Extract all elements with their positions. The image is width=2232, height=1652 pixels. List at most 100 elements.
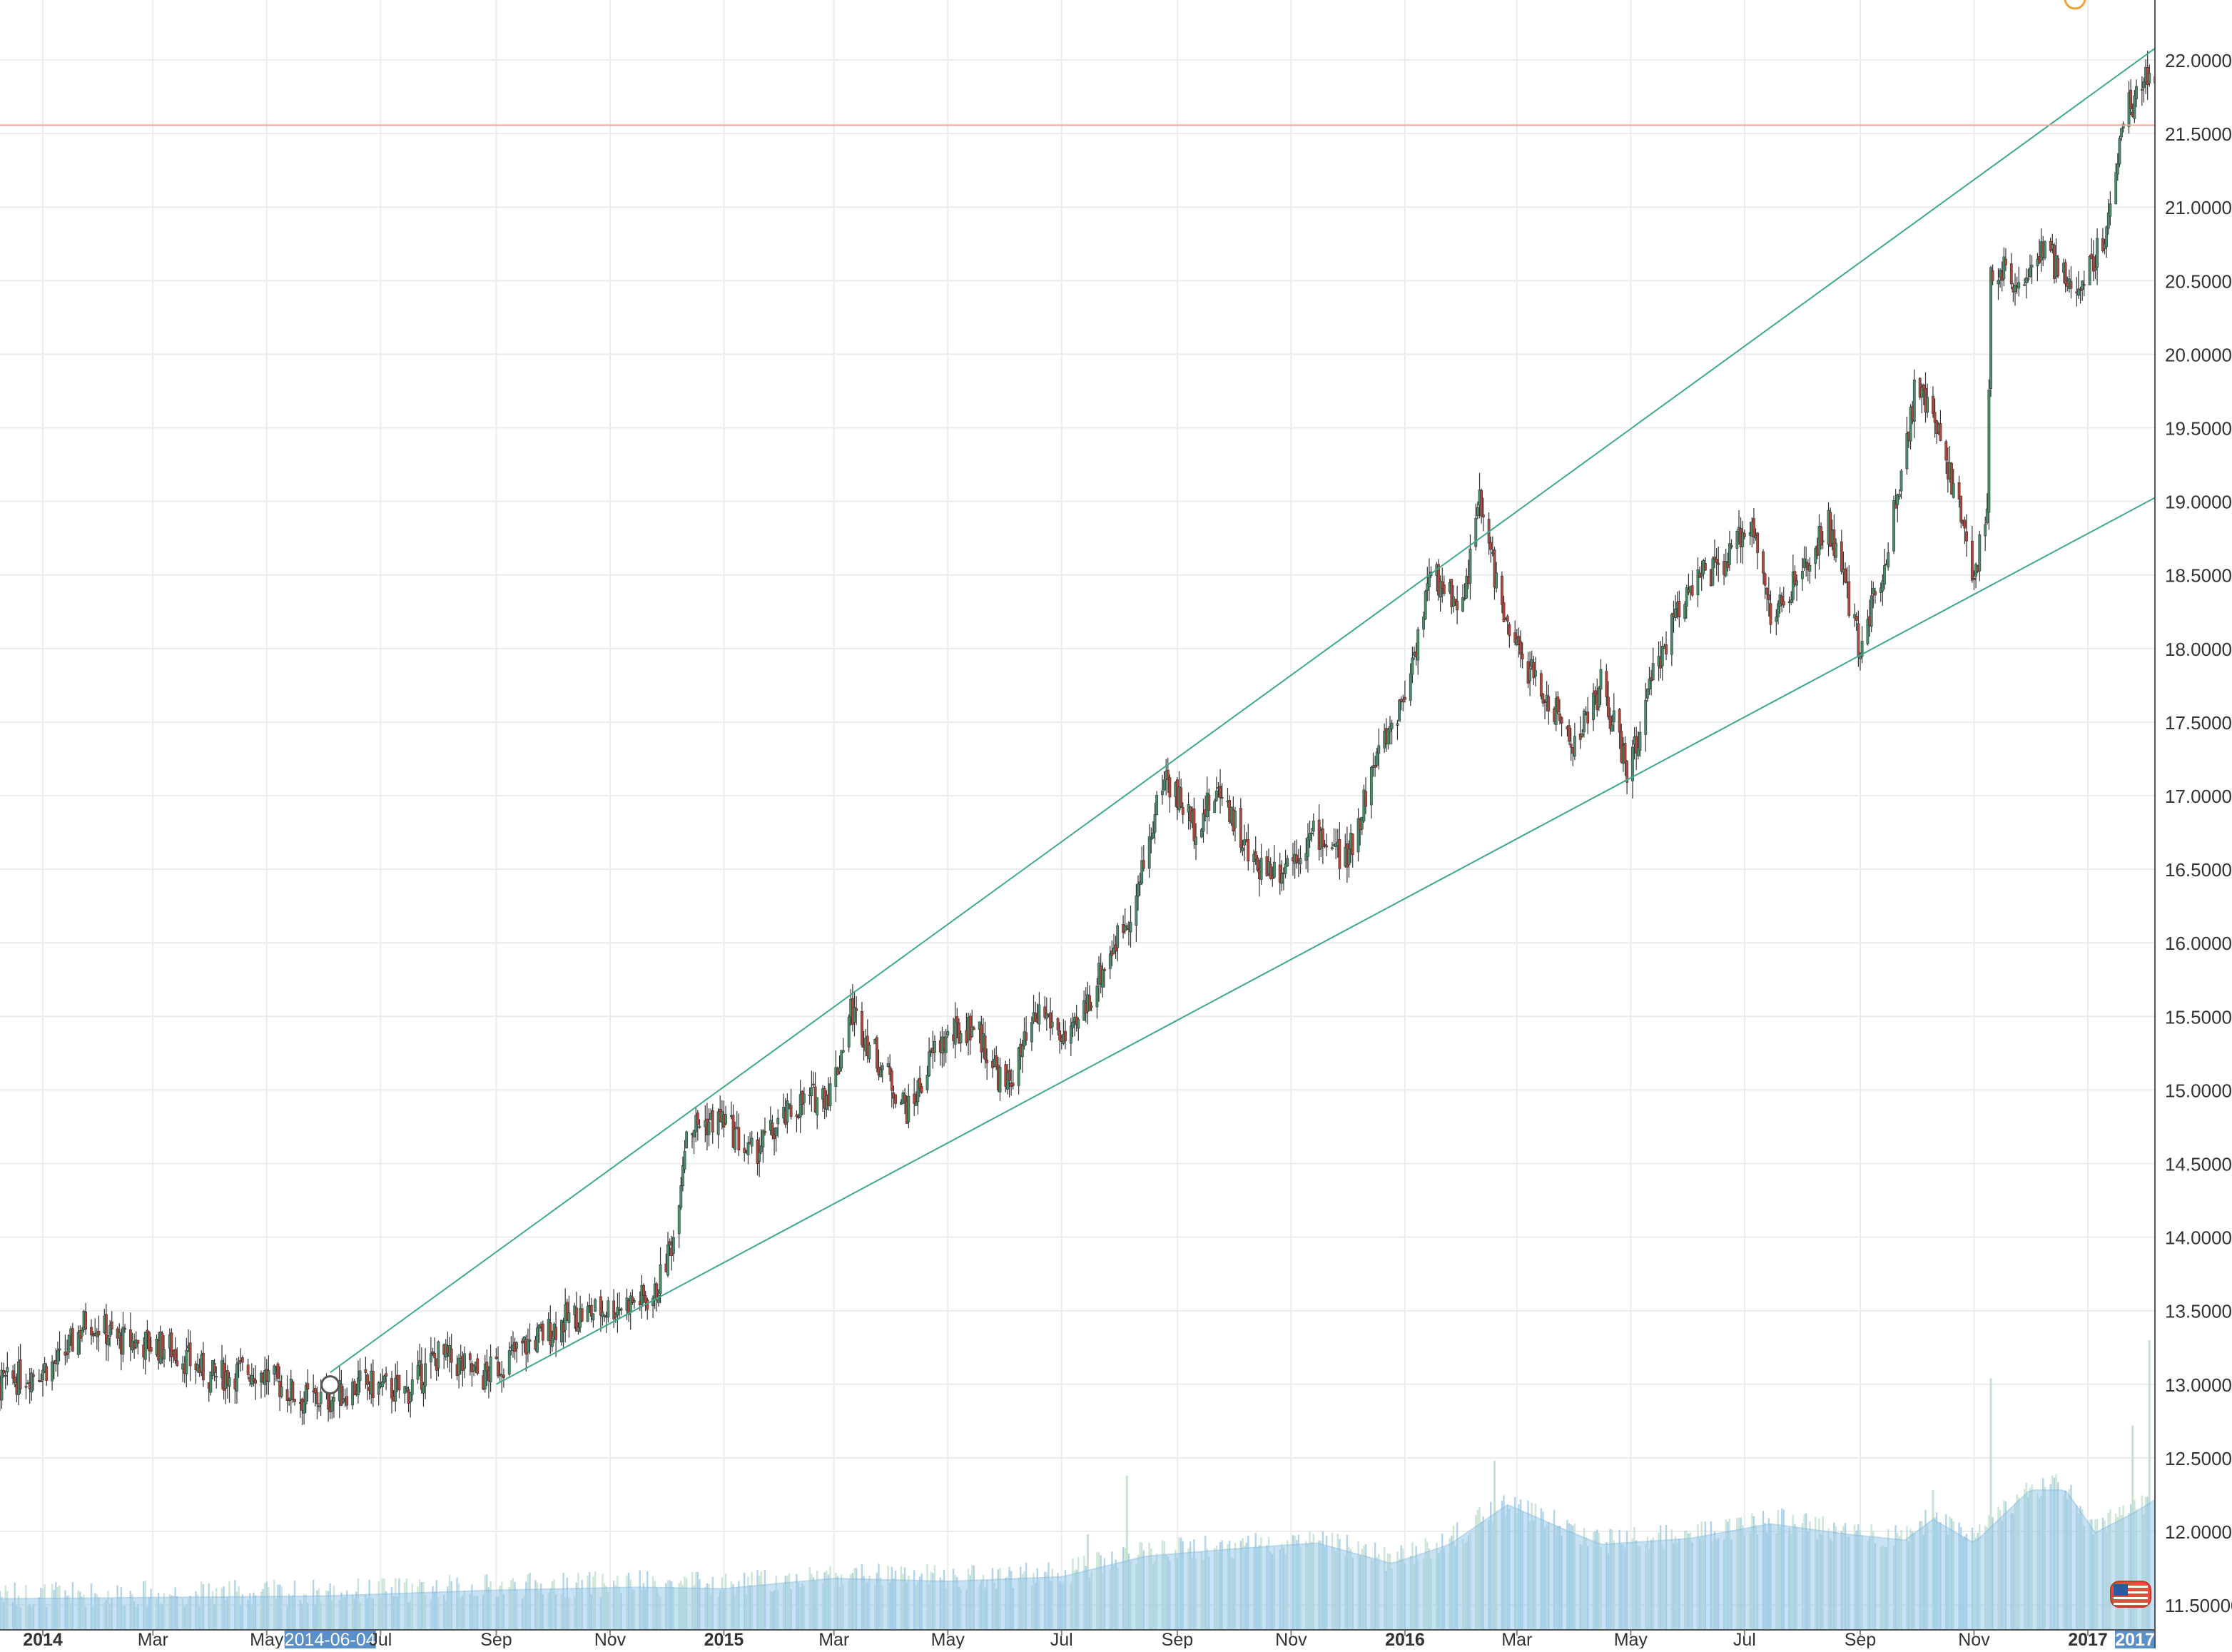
candle-body [812, 1083, 815, 1085]
candle-body [291, 1381, 295, 1400]
candle-body [1612, 710, 1615, 722]
candle-body [1476, 507, 1479, 517]
candle-body [1847, 581, 1851, 616]
y-tick-label: 14.00000 [2165, 1227, 2232, 1249]
candle-body [1625, 761, 1629, 783]
candle-body [161, 1332, 164, 1359]
crosshair-date-label [284, 1630, 376, 1648]
candle-body [1135, 896, 1138, 926]
candle-body [382, 1375, 386, 1383]
candle-body [734, 1129, 737, 1150]
trend-channel[interactable] [330, 33, 2176, 1385]
candle-body [2129, 89, 2133, 110]
candle-body [1583, 711, 1586, 732]
candle-body [683, 1150, 686, 1170]
candle-body [213, 1363, 216, 1373]
candle-body [1519, 641, 1522, 655]
candles [0, 50, 2177, 1425]
candle-body [71, 1328, 74, 1352]
candle-body [594, 1299, 597, 1312]
candle-body [416, 1365, 420, 1380]
candle-body [1832, 529, 1836, 557]
channel-line-upper[interactable] [330, 33, 2176, 1374]
channel-line-lower[interactable] [495, 486, 2176, 1385]
candle-body [315, 1392, 319, 1404]
candle-body [1690, 585, 1694, 596]
candle-body [550, 1337, 554, 1347]
candle-body [2091, 256, 2095, 272]
candle-body [342, 1399, 345, 1403]
candle-body [252, 1378, 255, 1382]
candle-body [1220, 797, 1224, 799]
candle-body [1985, 508, 1989, 524]
candle-body [685, 1131, 689, 1149]
candle-body [616, 1307, 619, 1316]
candle-body [601, 1312, 604, 1317]
candle-body [136, 1339, 140, 1344]
candle-body [494, 1357, 498, 1359]
candle-body [816, 1097, 819, 1115]
candle-body [1155, 795, 1159, 816]
candle-body [1401, 700, 1405, 703]
candle-body [1323, 843, 1326, 846]
x-tick-label: Mar [1501, 1630, 1532, 1648]
indicator-icon[interactable] [2064, 0, 2086, 10]
candle-body [773, 1134, 776, 1140]
y-tick-label: 21.00000 [2165, 197, 2232, 218]
candle-body [377, 1382, 380, 1395]
candle-body [1950, 463, 1954, 495]
y-tick-label: 18.50000 [2165, 565, 2232, 587]
candle-body [953, 1018, 957, 1045]
candle-body [1610, 724, 1614, 731]
candle-body [599, 1296, 602, 1316]
candle-body [1025, 1032, 1028, 1041]
candle-body [450, 1348, 453, 1363]
candle-body [1769, 603, 1772, 625]
candle-body [1887, 552, 1890, 568]
x-tick-label: May [1614, 1630, 1648, 1648]
candle-body [1683, 604, 1687, 619]
candle-body [288, 1399, 291, 1402]
candle-body [1386, 729, 1390, 745]
candle-body [847, 1016, 851, 1048]
candle-body [855, 1008, 858, 1011]
candle-body [1199, 829, 1203, 838]
us-flag-icon[interactable] [2110, 1581, 2151, 1608]
candle-body [1872, 588, 1875, 594]
candle-body [1670, 614, 1673, 655]
candle-body [1780, 595, 1784, 604]
candle-body [97, 1331, 101, 1336]
candle-body [1307, 837, 1309, 857]
candle-body [1894, 503, 1897, 509]
candle-body [1870, 595, 1873, 627]
candle-body [1399, 699, 1403, 702]
candle-body [764, 1130, 766, 1133]
candle-body [418, 1360, 422, 1367]
crosshair-anchor[interactable] [320, 1375, 340, 1395]
candle-body [39, 1380, 43, 1382]
candle-body [293, 1399, 296, 1402]
candle-body [1726, 562, 1730, 568]
candle-body [1860, 641, 1864, 657]
candle-body [485, 1362, 489, 1372]
candle-body [1049, 1012, 1052, 1029]
candle-body [528, 1339, 532, 1342]
candle-body [1114, 944, 1117, 952]
candle-body [2004, 258, 2007, 265]
candle-body [1808, 565, 1812, 572]
candle-body [1286, 858, 1289, 867]
candle-body [1347, 848, 1351, 866]
candle-body [1713, 557, 1716, 559]
y-tick-label: 22.00000 [2165, 50, 2232, 71]
candle-body [1125, 925, 1129, 928]
candle-body [357, 1377, 360, 1396]
candle-body [1593, 690, 1597, 696]
candle-body [1717, 562, 1720, 565]
candle-body [774, 1127, 778, 1136]
candle-body [2024, 277, 2028, 283]
y-tick-label: 15.50000 [2165, 1006, 2232, 1028]
candle-body [385, 1373, 388, 1377]
